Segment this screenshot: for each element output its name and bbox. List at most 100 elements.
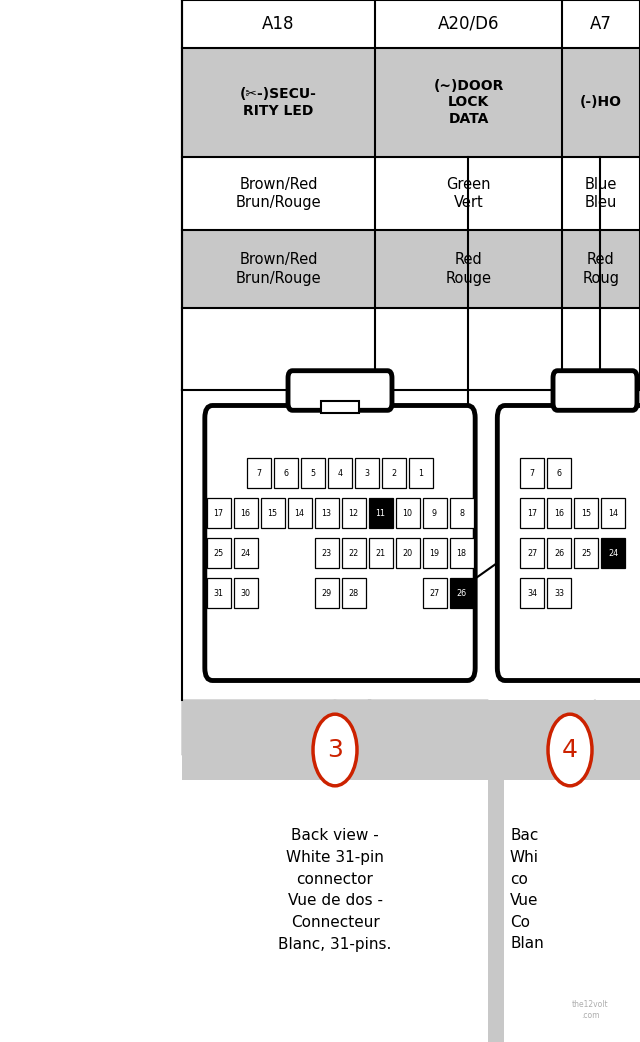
Bar [449, 498, 474, 528]
Text: 14: 14 [608, 508, 618, 518]
Bar [369, 538, 392, 568]
Bar [520, 498, 544, 528]
Text: 11: 11 [376, 508, 385, 518]
Text: 16: 16 [241, 508, 250, 518]
Bar [182, 157, 640, 230]
Bar [547, 458, 571, 488]
Text: 22: 22 [348, 548, 358, 557]
Text: 16: 16 [554, 508, 564, 518]
Text: (-)HO: (-)HO [580, 96, 622, 109]
Bar [287, 498, 312, 528]
Bar [321, 401, 359, 413]
Text: A18: A18 [262, 15, 295, 33]
Text: 23: 23 [321, 548, 332, 557]
Bar [207, 538, 230, 568]
Bar [260, 498, 285, 528]
Text: 17: 17 [527, 508, 537, 518]
Bar [355, 458, 379, 488]
Bar [574, 498, 598, 528]
Bar [274, 458, 298, 488]
Text: 20: 20 [403, 548, 413, 557]
Polygon shape [182, 700, 488, 755]
Text: 34: 34 [527, 589, 537, 597]
Text: 5: 5 [310, 469, 316, 477]
Text: 26: 26 [456, 589, 467, 597]
Text: 1: 1 [419, 469, 424, 477]
Bar [207, 498, 230, 528]
Text: 2: 2 [392, 469, 397, 477]
Bar [328, 458, 352, 488]
Text: Bac
Whi
co
Vue
Co
Blan: Bac Whi co Vue Co Blan [510, 828, 544, 951]
FancyBboxPatch shape [205, 405, 475, 680]
Text: 6: 6 [284, 469, 289, 477]
Text: Brown/Red
Brun/Rouge: Brown/Red Brun/Rouge [236, 252, 321, 286]
Text: Green
Vert: Green Vert [446, 177, 491, 210]
Text: 25: 25 [581, 548, 591, 557]
Text: 26: 26 [554, 548, 564, 557]
Text: 14: 14 [294, 508, 305, 518]
Text: 24: 24 [241, 548, 251, 557]
Text: Blue
Bleu: Blue Bleu [585, 177, 617, 210]
Text: 4: 4 [337, 469, 342, 477]
Bar [182, 0, 640, 48]
Text: 12: 12 [348, 508, 358, 518]
Bar [422, 578, 447, 607]
Bar [182, 700, 488, 755]
Text: 10: 10 [403, 508, 413, 518]
Text: 6: 6 [557, 469, 561, 477]
Text: 27: 27 [429, 589, 440, 597]
Bar [369, 498, 392, 528]
Bar [314, 498, 339, 528]
Bar [520, 458, 544, 488]
Text: 15: 15 [581, 508, 591, 518]
Text: Red
Roug: Red Roug [582, 252, 620, 286]
Circle shape [313, 714, 357, 786]
Bar [504, 700, 640, 755]
Bar [182, 308, 640, 390]
Bar [449, 538, 474, 568]
Text: 7: 7 [529, 469, 534, 477]
Bar [182, 48, 640, 157]
Bar [547, 578, 571, 607]
Polygon shape [504, 700, 640, 755]
Bar [342, 498, 365, 528]
Bar [234, 498, 257, 528]
Bar [234, 578, 257, 607]
Text: 15: 15 [268, 508, 278, 518]
Bar [247, 458, 271, 488]
Bar [601, 498, 625, 528]
Bar [520, 578, 544, 607]
Text: Red
Rouge: Red Rouge [445, 252, 492, 286]
Bar [182, 780, 488, 1042]
Text: 27: 27 [527, 548, 537, 557]
Bar [547, 498, 571, 528]
Text: 7: 7 [257, 469, 262, 477]
Polygon shape [182, 700, 488, 755]
Bar [301, 458, 325, 488]
Bar [0, 700, 182, 1042]
Text: Brown/Red
Brun/Rouge: Brown/Red Brun/Rouge [236, 177, 321, 210]
Bar [601, 538, 625, 568]
Text: 28: 28 [348, 589, 358, 597]
FancyBboxPatch shape [553, 371, 637, 411]
Bar [314, 538, 339, 568]
FancyBboxPatch shape [497, 405, 640, 680]
Bar [422, 498, 447, 528]
Bar [382, 458, 406, 488]
Text: 25: 25 [213, 548, 223, 557]
Text: 29: 29 [321, 589, 332, 597]
Text: 33: 33 [554, 589, 564, 597]
Text: (~)DOOR
LOCK
DATA: (~)DOOR LOCK DATA [433, 79, 504, 126]
Bar [396, 538, 419, 568]
Bar [342, 538, 365, 568]
FancyBboxPatch shape [288, 371, 392, 411]
Text: 30: 30 [241, 589, 250, 597]
Bar [342, 578, 365, 607]
Text: 24: 24 [608, 548, 618, 557]
Bar [314, 578, 339, 607]
Text: 3: 3 [327, 738, 343, 762]
Bar [449, 578, 474, 607]
Text: 21: 21 [376, 548, 385, 557]
Text: 13: 13 [321, 508, 332, 518]
Bar [182, 230, 640, 308]
